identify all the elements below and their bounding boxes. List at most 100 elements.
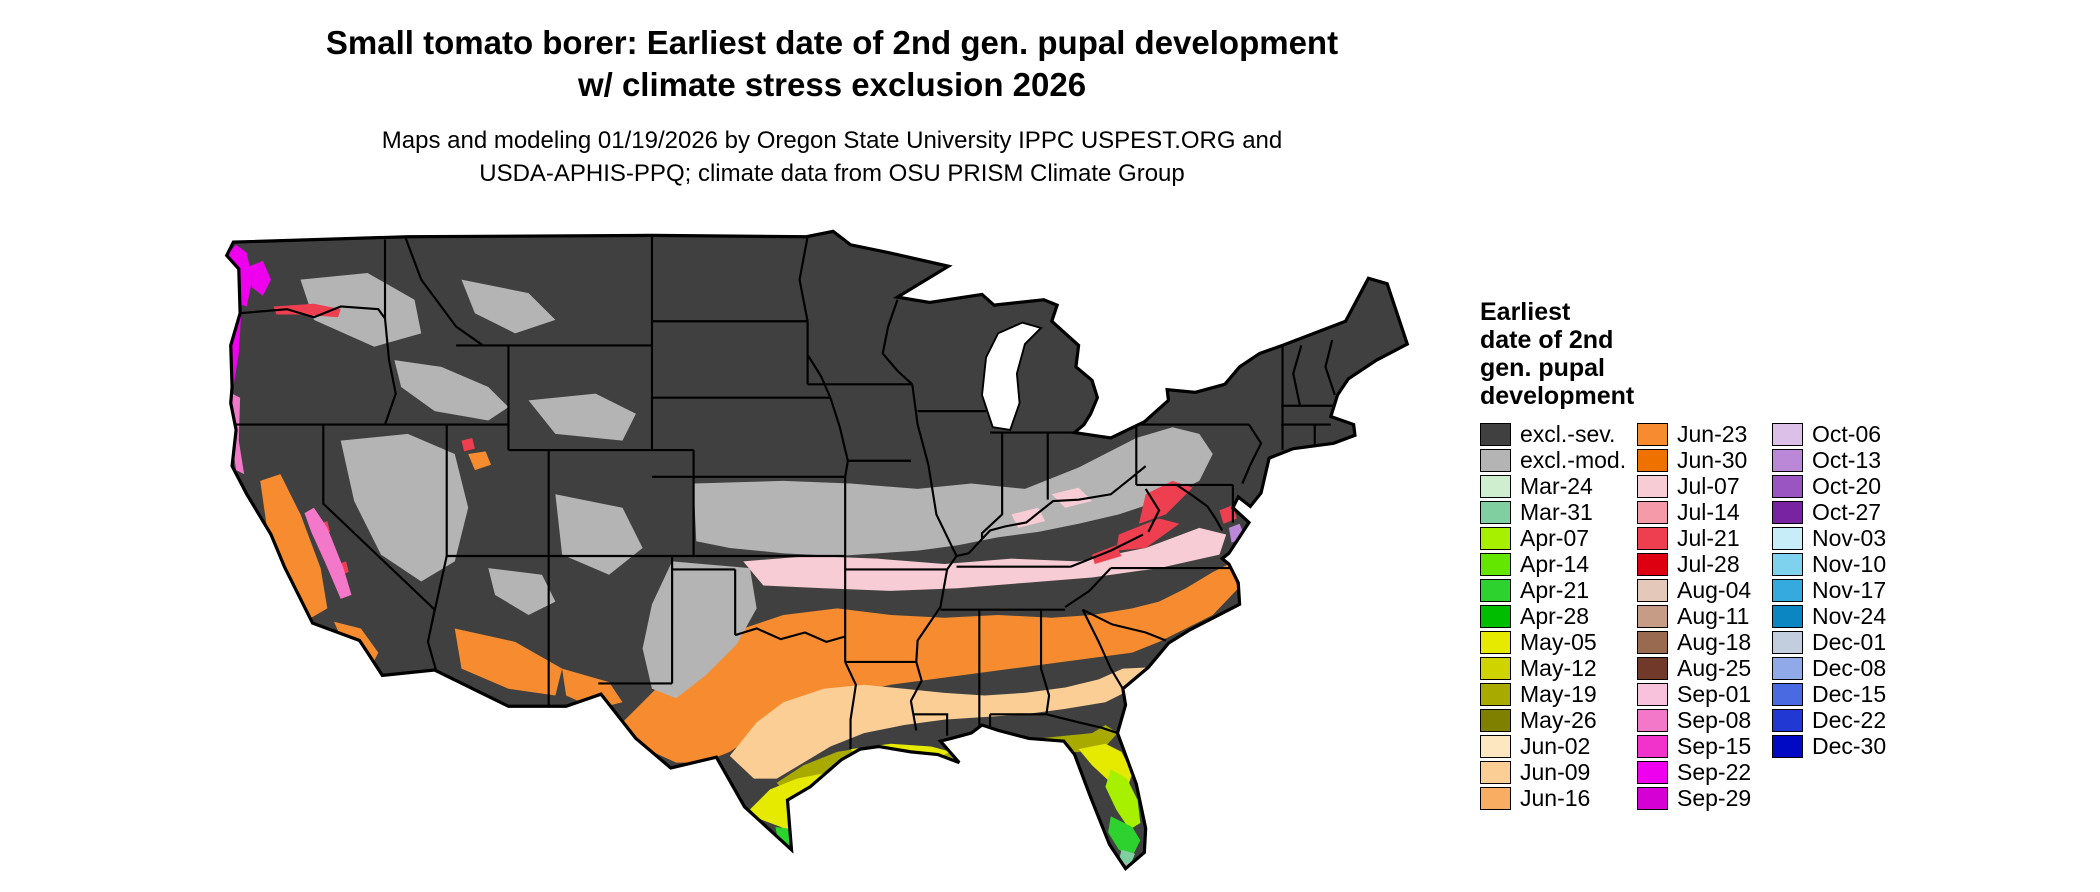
legend-label: Dec-08 — [1812, 654, 1887, 681]
legend-swatch — [1637, 786, 1668, 810]
legend-entry: excl.-sev. — [1480, 421, 1626, 447]
legend-label: Jun-30 — [1677, 446, 1748, 473]
legend-entry: Mar-24 — [1480, 473, 1626, 499]
legend-swatch — [1637, 448, 1668, 472]
legend-label: Sep-22 — [1677, 758, 1752, 785]
legend-label: Apr-28 — [1520, 602, 1590, 629]
legend-entry: May-12 — [1480, 655, 1626, 681]
legend-swatch — [1772, 604, 1803, 628]
legend-label: Nov-03 — [1812, 524, 1887, 551]
legend-label: Nov-24 — [1812, 602, 1887, 629]
legend-label: Jul-07 — [1677, 472, 1740, 499]
legend-swatch — [1637, 552, 1668, 576]
legend-label: Oct-27 — [1812, 498, 1882, 525]
conus-map-svg — [224, 229, 1410, 871]
legend-label: Mar-31 — [1520, 498, 1593, 525]
map-title: Small tomato borer: Earliest date of 2nd… — [0, 22, 1664, 106]
legend-swatch — [1480, 630, 1511, 654]
legend-column-1: excl.-sev. excl.-mod. Mar-24 Mar-31 Apr-07 Ap… — [1480, 421, 1626, 811]
legend-entry: May-26 — [1480, 707, 1626, 733]
legend-entry: Oct-06 — [1772, 421, 1886, 447]
legend-entry: Dec-08 — [1772, 655, 1886, 681]
legend-swatch — [1637, 682, 1668, 706]
map-title-line2: w/ climate stress exclusion 2026 — [577, 66, 1087, 103]
legend-label: Aug-11 — [1677, 602, 1750, 629]
legend-label: Jul-14 — [1677, 498, 1740, 525]
legend-entry: Apr-07 — [1480, 525, 1626, 551]
legend-column-2: Jun-23 Jun-30 Jul-07 Jul-14 Jul-21 Jul-28 Aug-… — [1637, 421, 1751, 811]
legend-label: Oct-06 — [1812, 420, 1882, 447]
legend-swatch — [1480, 500, 1511, 524]
legend-title-line4: development — [1480, 382, 1635, 410]
legend-entry: Sep-29 — [1637, 785, 1751, 811]
legend-label: May-05 — [1520, 628, 1597, 655]
legend-swatch — [1637, 422, 1668, 446]
legend-label: Jun-16 — [1520, 784, 1591, 811]
legend-swatch — [1772, 552, 1803, 576]
map-region-green — [775, 816, 1141, 857]
legend-title-line1: Earliest — [1480, 298, 1571, 326]
map-region-peach-band — [729, 667, 1149, 779]
legend-title: Earliest date of 2nd gen. pupal developm… — [1480, 298, 1680, 410]
legend-swatch — [1480, 552, 1511, 576]
legend-entry: Sep-08 — [1637, 707, 1751, 733]
legend-column-3: Oct-06 Oct-13 Oct-20 Oct-27 Nov-03 Nov-10 Nov-… — [1772, 421, 1886, 759]
legend-label: Nov-17 — [1812, 576, 1887, 603]
legend-entry: Jul-28 — [1637, 551, 1751, 577]
legend-swatch — [1480, 526, 1511, 550]
legend-swatch — [1772, 578, 1803, 602]
legend-label: Jul-21 — [1677, 524, 1740, 551]
legend-swatch — [1637, 734, 1668, 758]
legend-entry: Sep-01 — [1637, 681, 1751, 707]
legend-swatch — [1480, 786, 1511, 810]
legend-entry: Dec-30 — [1772, 733, 1886, 759]
legend-entry: Jul-14 — [1637, 499, 1751, 525]
legend-label: Oct-13 — [1812, 446, 1882, 473]
map-region-excl-moderate — [300, 272, 1213, 616]
legend-entry: Oct-27 — [1772, 499, 1886, 525]
legend-entry: Oct-13 — [1772, 447, 1886, 473]
legend-swatch — [1772, 500, 1803, 524]
legend-swatch — [1772, 682, 1803, 706]
legend-entry: Jun-30 — [1637, 447, 1751, 473]
legend-entry: Jul-07 — [1637, 473, 1751, 499]
legend-swatch — [1637, 656, 1668, 680]
legend-swatch — [1480, 448, 1511, 472]
lake-michigan — [981, 321, 1043, 431]
legend-swatch — [1772, 630, 1803, 654]
legend-swatch — [1637, 708, 1668, 732]
legend-swatch — [1637, 500, 1668, 524]
legend-label: Dec-30 — [1812, 732, 1887, 759]
legend-label: excl.-sev. — [1520, 420, 1616, 447]
legend-entry: Nov-03 — [1772, 525, 1886, 551]
legend-entry: Apr-21 — [1480, 577, 1626, 603]
legend-entry: Sep-15 — [1637, 733, 1751, 759]
legend-swatch — [1637, 526, 1668, 550]
legend-label: Sep-01 — [1677, 680, 1752, 707]
legend-entry: Apr-14 — [1480, 551, 1626, 577]
legend-entry: Dec-22 — [1772, 707, 1886, 733]
legend-title-line3: gen. pupal — [1480, 354, 1605, 382]
legend-entry: Mar-31 — [1480, 499, 1626, 525]
legend-entry: Oct-20 — [1772, 473, 1886, 499]
legend-entry: Aug-18 — [1637, 629, 1751, 655]
legend-entry: Jun-16 — [1480, 785, 1626, 811]
legend-entry: May-19 — [1480, 681, 1626, 707]
legend-swatch — [1772, 474, 1803, 498]
legend-label: Jun-23 — [1677, 420, 1748, 447]
legend-swatch — [1772, 422, 1803, 446]
legend-entry: Nov-17 — [1772, 577, 1886, 603]
legend-label: excl.-mod. — [1520, 446, 1627, 473]
legend-entry: Aug-11 — [1637, 603, 1751, 629]
legend-swatch — [1480, 656, 1511, 680]
legend-swatch — [1480, 682, 1511, 706]
legend-entry: Sep-22 — [1637, 759, 1751, 785]
legend-swatch — [1637, 604, 1668, 628]
legend-swatch — [1637, 474, 1668, 498]
legend-label: Sep-29 — [1677, 784, 1752, 811]
legend-label: May-26 — [1520, 706, 1597, 733]
legend-swatch — [1480, 760, 1511, 784]
legend-swatch — [1772, 448, 1803, 472]
legend-swatch — [1637, 760, 1668, 784]
legend-label: May-12 — [1520, 654, 1597, 681]
